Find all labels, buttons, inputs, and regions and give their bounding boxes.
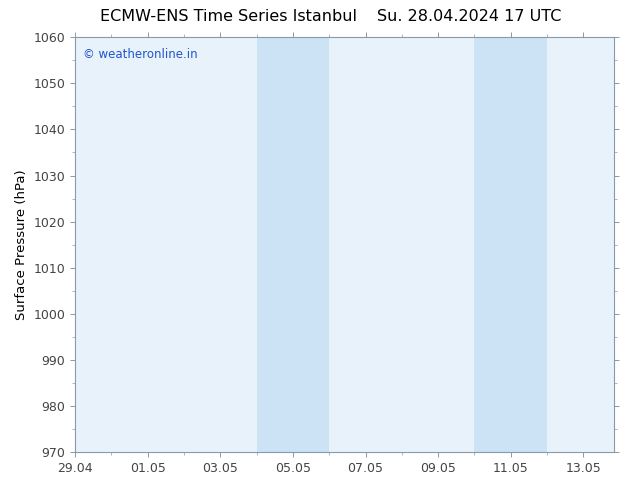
- Text: © weatheronline.in: © weatheronline.in: [83, 48, 198, 61]
- Bar: [257, 37, 329, 452]
- Bar: [474, 37, 547, 452]
- Y-axis label: Surface Pressure (hPa): Surface Pressure (hPa): [15, 170, 28, 320]
- Text: ECMW-ENS Time Series Istanbul: ECMW-ENS Time Series Istanbul: [100, 9, 357, 24]
- Text: Su. 28.04.2024 17 UTC: Su. 28.04.2024 17 UTC: [377, 9, 561, 24]
